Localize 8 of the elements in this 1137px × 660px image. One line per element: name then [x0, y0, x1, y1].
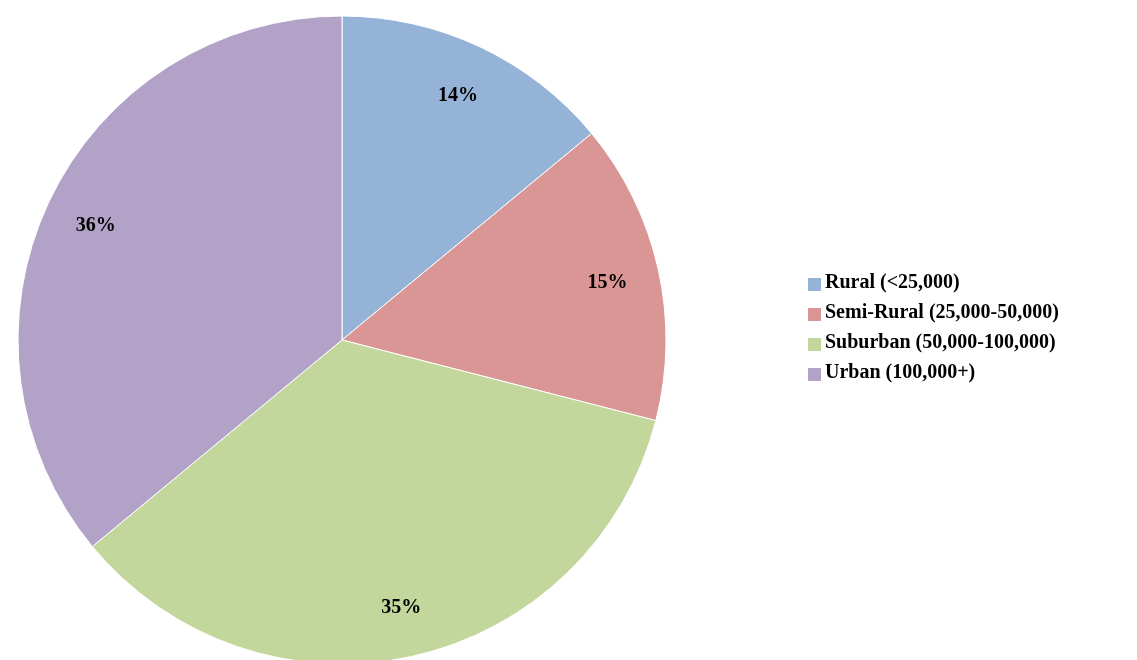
legend-label: Suburban (50,000-100,000) [825, 330, 1056, 352]
data-label: 35% [381, 594, 422, 617]
data-label: 36% [75, 213, 116, 236]
legend-label: Semi-Rural (25,000-50,000) [825, 300, 1059, 322]
data-label: 14% [437, 82, 478, 105]
data-label: 15% [587, 269, 628, 292]
legend-label: Rural (<25,000) [825, 270, 960, 292]
legend-label: Urban (100,000+) [825, 360, 976, 382]
